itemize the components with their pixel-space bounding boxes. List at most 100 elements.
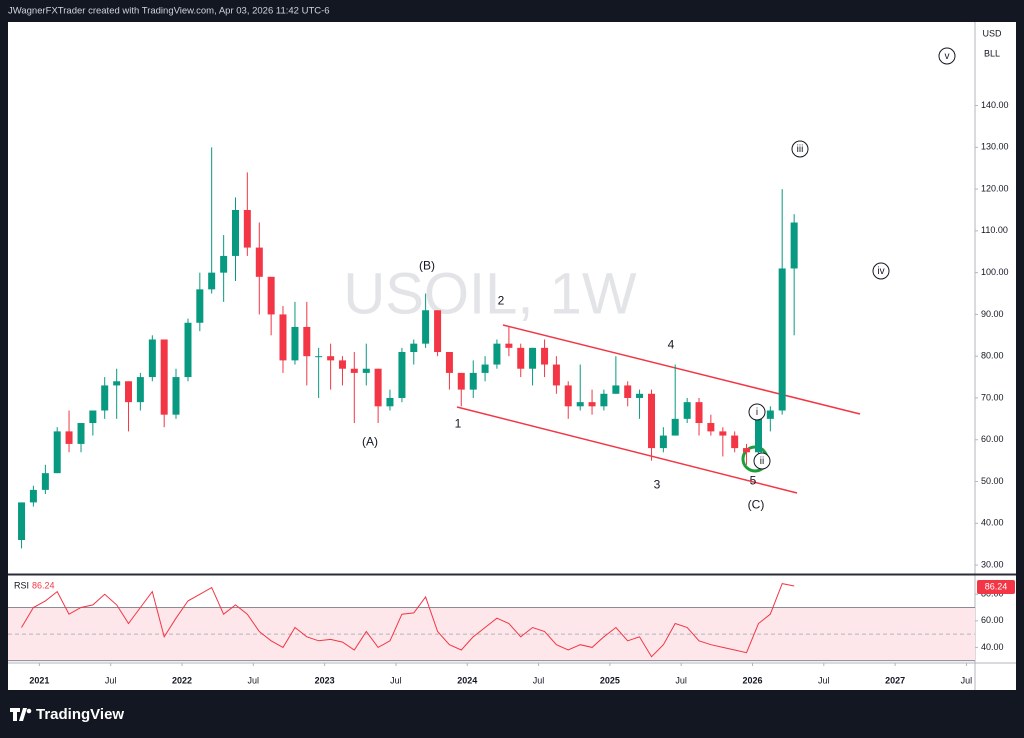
candle-body	[648, 393, 656, 449]
candle-body	[350, 368, 358, 373]
x-tick-label: Jul	[675, 675, 687, 685]
brand-name: TradingView	[36, 706, 124, 723]
y-tick-label: 60.00	[981, 434, 1004, 444]
candle-body	[255, 247, 263, 277]
candle-body	[148, 339, 156, 378]
candle-body	[338, 360, 346, 369]
candle-body	[291, 326, 299, 361]
candle-body	[77, 423, 85, 444]
candle-body	[113, 381, 121, 386]
brand-logo	[10, 708, 32, 721]
rsi-value: 86.24	[32, 580, 55, 590]
candle-body	[136, 377, 144, 403]
wave-label: 5	[750, 474, 757, 488]
wave-label: (B)	[419, 259, 435, 273]
x-tick-label: 2026	[742, 675, 762, 685]
candle-body	[541, 347, 549, 365]
candle-body	[231, 209, 239, 256]
rsi-tick-label: 60.00	[981, 615, 1004, 625]
candle-body	[315, 356, 323, 358]
candle-body	[778, 268, 786, 411]
candle-body	[184, 322, 192, 378]
x-tick-label: Jul	[105, 675, 117, 685]
y-tick-label: 30.00	[981, 559, 1004, 569]
candle-body	[624, 385, 632, 398]
unit-label: USD	[982, 28, 1002, 38]
candle-body	[386, 397, 394, 407]
rsi-pane	[8, 583, 975, 662]
candle-body	[89, 410, 97, 424]
x-tick-label: Jul	[961, 675, 973, 685]
candle-body	[398, 352, 406, 398]
x-tick-label: Jul	[818, 675, 830, 685]
x-tick-label: 2022	[172, 675, 192, 685]
x-tick-label: 2025	[600, 675, 620, 685]
candle-body	[564, 385, 572, 407]
wave-label: i	[756, 407, 758, 418]
wave-label: v	[945, 51, 950, 62]
candle-body	[327, 356, 335, 361]
rsi-badge	[977, 580, 1015, 594]
y-tick-label: 120.00	[981, 183, 1009, 193]
candle-body	[434, 310, 442, 353]
x-tick-label: 2021	[29, 675, 49, 685]
wave-label: 1	[455, 417, 462, 431]
x-tick-label: 2027	[885, 675, 905, 685]
candle-body	[719, 431, 727, 436]
candle-body	[243, 209, 251, 248]
candle-body	[469, 372, 477, 390]
wave-label: 2	[498, 294, 505, 308]
candle-body	[160, 339, 168, 415]
wave-circle	[872, 262, 890, 280]
candle-body	[481, 364, 489, 373]
candle-body	[29, 489, 37, 503]
wave-label: ii	[760, 456, 764, 467]
candle-body	[576, 402, 584, 407]
candle-body	[267, 276, 275, 315]
candle-body	[18, 502, 26, 540]
candle-body	[208, 272, 216, 290]
candle-body	[695, 402, 703, 424]
channel-line	[502, 324, 861, 415]
candle-body	[671, 418, 679, 436]
rsi-tick-label: 40.00	[981, 642, 1004, 652]
candle-body	[505, 343, 513, 348]
y-tick-label: 140.00	[981, 100, 1009, 110]
wave-label: (C)	[748, 498, 765, 512]
y-tick-label: 70.00	[981, 392, 1004, 402]
candle-body	[279, 314, 287, 361]
wave-label: (A)	[362, 435, 378, 449]
wave-circle	[938, 47, 956, 65]
candle-body	[766, 410, 774, 419]
rsi-badge-text: 86.24	[985, 581, 1008, 591]
y-tick-label: 50.00	[981, 476, 1004, 486]
candle-body	[517, 347, 525, 369]
rsi-title: RSI	[14, 580, 29, 590]
candle-body	[529, 347, 537, 369]
wave-label: 4	[668, 338, 675, 352]
candle-body	[754, 418, 762, 453]
wave-label: iv	[877, 266, 884, 277]
candle-body	[196, 289, 204, 323]
candle-body	[125, 381, 133, 403]
candle-body	[101, 385, 109, 411]
candle-body	[303, 326, 311, 357]
overlay: 30.00 40.00 50.00 60.00 70.00 80.00 90.00 100.0…	[29, 47, 1009, 685]
x-tick-label: 2024	[457, 675, 477, 685]
rsi-line	[21, 583, 795, 658]
y-tick-label: 130.00	[981, 142, 1009, 152]
y-tick-label: 100.00	[981, 267, 1009, 277]
x-tick-label: Jul	[390, 675, 402, 685]
candle-body	[731, 435, 739, 449]
candle-body	[410, 343, 418, 353]
chart-panel	[8, 22, 1016, 690]
wave-circle	[748, 403, 766, 421]
candle-body	[790, 222, 798, 269]
candle-body	[588, 402, 596, 407]
candle-body	[743, 448, 751, 453]
candle-body	[41, 473, 49, 490]
candle-body	[362, 368, 370, 373]
wave-circle	[753, 452, 771, 470]
unit-label: BLL	[984, 48, 1000, 58]
